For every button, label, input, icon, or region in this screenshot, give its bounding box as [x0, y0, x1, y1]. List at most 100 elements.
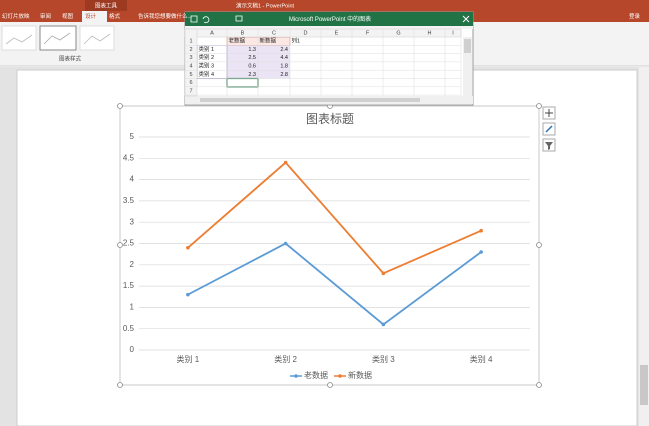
- close-button[interactable]: [462, 15, 470, 23]
- style-thumb[interactable]: [1, 25, 37, 51]
- y-tick-label: 4: [130, 175, 135, 184]
- context-tab-bg: [85, 0, 127, 11]
- column-header: G: [396, 30, 400, 36]
- series-line: [187, 161, 482, 275]
- brush-icon: [545, 125, 553, 133]
- undo-icon[interactable]: [202, 16, 210, 24]
- row-header: 3: [189, 55, 192, 61]
- cell: 新数据: [260, 37, 277, 45]
- active-tab-bg: [82, 11, 107, 22]
- app-title: 演示文稿1 - PowerPoint: [236, 1, 295, 9]
- ribbon-tab[interactable]: 视图: [62, 12, 74, 20]
- point-marker: [381, 322, 386, 327]
- x-tick-label: 类别 2: [274, 354, 297, 364]
- row-header: 4: [189, 64, 192, 70]
- column-header: A: [210, 30, 214, 36]
- cell: 列1: [292, 37, 301, 45]
- row-header: 7: [189, 88, 192, 94]
- column-header-bar: [184, 28, 462, 38]
- x-tick-label: 类别 1: [177, 354, 200, 364]
- ribbon-tab[interactable]: 审阅: [40, 12, 51, 20]
- point-marker: [283, 160, 288, 165]
- point-marker: [186, 245, 190, 250]
- point-marker: [381, 271, 386, 276]
- y-tick-label: 4.5: [123, 153, 135, 162]
- ribbon-tab[interactable]: 幻灯片放映: [2, 12, 30, 20]
- cell: 1.8: [280, 64, 288, 70]
- resize-handles: [117, 103, 542, 388]
- y-tick-label: 0.5: [123, 324, 135, 333]
- tell-me: 告诉我您想要做什么...: [138, 12, 193, 20]
- column-header: F: [366, 30, 370, 36]
- thumb-icon: [83, 33, 111, 45]
- cell: 类别 2: [199, 53, 215, 61]
- y-tick-label: 5: [130, 132, 135, 141]
- row-header: 2: [189, 47, 192, 53]
- point-marker: [479, 228, 483, 233]
- cell: 1.3: [248, 47, 256, 53]
- y-tick-label: 1.5: [123, 281, 135, 290]
- cell: 2.4: [280, 47, 288, 53]
- y-tick-label: 0: [130, 345, 135, 354]
- cell: 类别 1: [199, 45, 215, 53]
- y-tick-label: 2.5: [123, 239, 135, 248]
- series-line: [187, 242, 482, 326]
- thumb-icon: [43, 32, 71, 45]
- column-header: C: [272, 30, 276, 36]
- cell: 2.3: [248, 72, 256, 78]
- cell: 类别 4: [199, 70, 215, 78]
- chart-title: 图表标题: [306, 112, 354, 126]
- row-header: 6: [189, 80, 192, 86]
- column-header: H: [428, 30, 432, 36]
- y-tick-label: 1: [130, 303, 135, 312]
- chart-side-buttons: [542, 106, 556, 152]
- style-thumb[interactable]: [39, 25, 77, 51]
- legend-label: 新数据: [348, 370, 372, 380]
- h-scroll-thumb[interactable]: [200, 98, 420, 102]
- cell: 老数据: [229, 37, 246, 45]
- v-scrollbar[interactable]: [463, 37, 472, 96]
- column-header: E: [335, 30, 339, 36]
- row-header: 5: [189, 72, 192, 78]
- legend-marker: [338, 374, 342, 378]
- cell: 4.4: [280, 55, 288, 61]
- ribbon-tab[interactable]: 设计: [85, 12, 97, 20]
- legend-label: 老数据: [304, 370, 328, 380]
- point-marker: [479, 250, 483, 254]
- y-tick-label: 2: [130, 260, 135, 269]
- sign-in[interactable]: 登录: [629, 12, 641, 20]
- thumb-icon: [5, 34, 33, 45]
- row-header: 1: [189, 39, 192, 45]
- excel-title-bar: [185, 12, 473, 26]
- chart-frame[interactable]: [119, 105, 540, 386]
- legend-marker: [294, 374, 298, 378]
- cell: 0.6: [248, 64, 256, 70]
- cell: 2.8: [280, 72, 288, 78]
- excel-title: Microsoft PowerPoint 中的图表: [289, 15, 371, 23]
- column-header: I: [452, 30, 454, 36]
- column-header: B: [241, 30, 245, 36]
- point-marker: [186, 292, 190, 297]
- title-bar: [0, 0, 649, 22]
- point-marker: [283, 241, 288, 246]
- cell: 类别 3: [199, 62, 215, 70]
- ribbon-tab[interactable]: 格式: [109, 12, 121, 20]
- edit-icon[interactable]: [235, 15, 243, 22]
- context-tab: 图表工具: [95, 1, 118, 9]
- formula-gap: [185, 26, 473, 29]
- x-tick-label: 类别 3: [372, 354, 395, 364]
- scroll-thumb[interactable]: [640, 365, 648, 405]
- column-header: D: [304, 30, 308, 36]
- scrollbar[interactable]: [639, 67, 649, 426]
- save-icon[interactable]: [190, 15, 198, 23]
- filter-icon: [545, 142, 553, 150]
- y-tick-label: 3.5: [123, 196, 135, 205]
- group-label: 图表样式: [59, 54, 82, 62]
- excel-window: Microsoft PowerPoint 中的图表 A B C D E F G H I 1 2 3 4 5 6…: [184, 11, 474, 106]
- v-scroll-thumb[interactable]: [464, 39, 471, 53]
- y-tick-label: 3: [130, 217, 135, 226]
- style-thumb[interactable]: [79, 25, 115, 51]
- row-header-bar: [184, 28, 198, 97]
